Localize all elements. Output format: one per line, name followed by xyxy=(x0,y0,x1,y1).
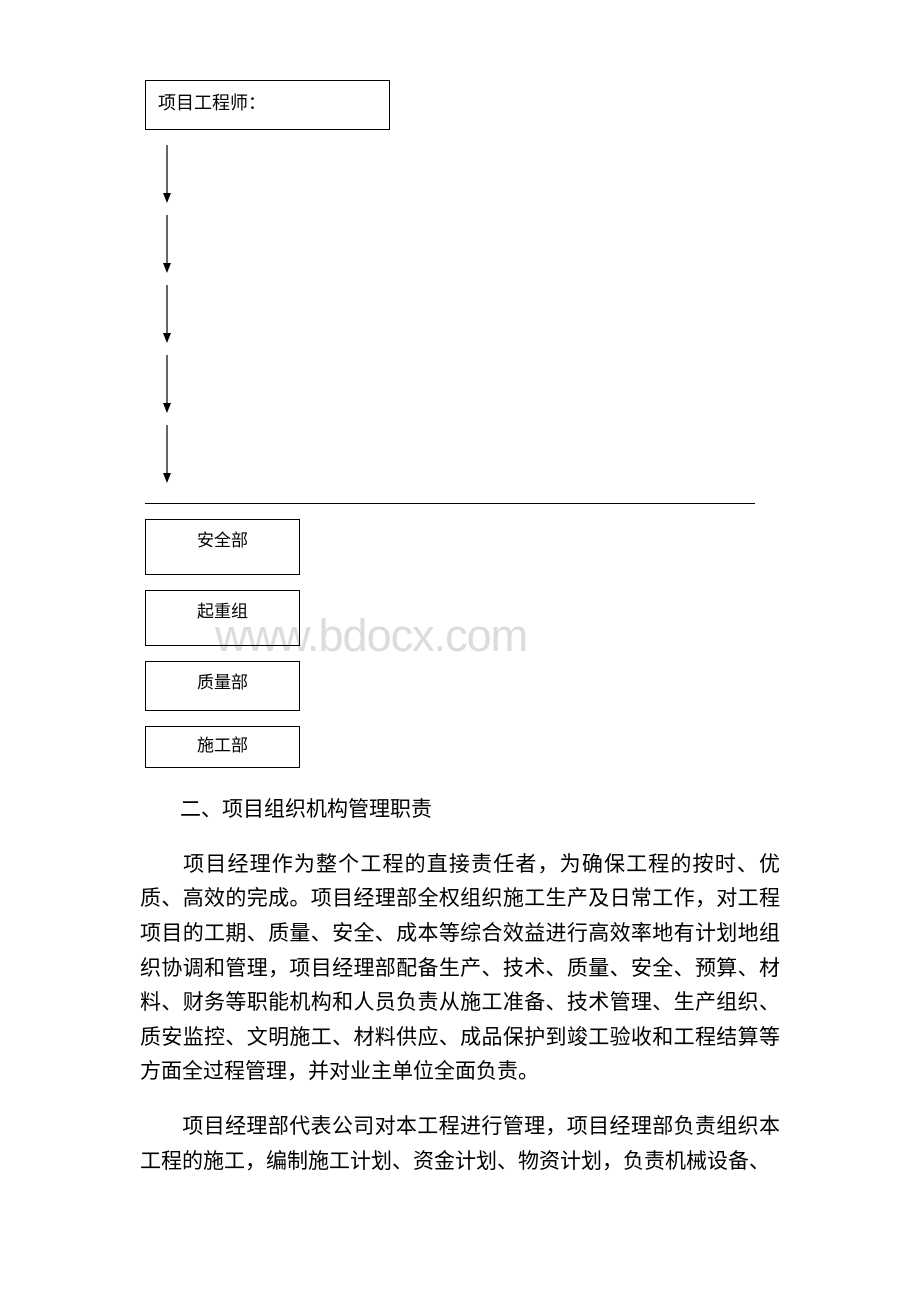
dept-label: 起重组 xyxy=(197,602,248,621)
down-arrow xyxy=(160,425,780,483)
dept-box-lifting: 起重组 xyxy=(145,590,300,646)
dept-box-safety: 安全部 xyxy=(145,519,300,575)
dept-box-construction: 施工部 xyxy=(145,726,300,768)
paragraph-text: 项目经理部代表公司对本工程进行管理，项目经理部负责组织本工程的施工，编制施工计划… xyxy=(140,1114,780,1173)
down-arrow xyxy=(160,355,780,413)
dept-label: 施工部 xyxy=(197,736,248,755)
down-arrow xyxy=(160,145,780,203)
paragraph-text: 项目经理作为整个工程的直接责任者，为确保工程的按时、优质、高效的完成。项目经理部… xyxy=(140,852,780,1084)
dept-label: 质量部 xyxy=(197,673,248,692)
dept-box-quality: 质量部 xyxy=(145,661,300,711)
dept-label: 安全部 xyxy=(197,531,248,550)
down-arrow xyxy=(160,215,780,273)
page-content: 项目工程师： 安全部 起重组 质量部 施工部 二、项目组织机构管理职责 项目经理… xyxy=(140,80,780,1178)
body-paragraph-1: 项目经理作为整个工程的直接责任者，为确保工程的按时、优质、高效的完成。项目经理部… xyxy=(140,847,780,1089)
arrows-group xyxy=(160,145,780,483)
body-paragraph-2: 项目经理部代表公司对本工程进行管理，项目经理部负责组织本工程的施工，编制施工计划… xyxy=(140,1109,780,1178)
project-engineer-box: 项目工程师： xyxy=(145,80,390,130)
section-heading: 二、项目组织机构管理职责 xyxy=(180,793,780,827)
project-engineer-label: 项目工程师： xyxy=(158,89,266,115)
down-arrow xyxy=(160,285,780,343)
divider-line xyxy=(145,503,755,504)
